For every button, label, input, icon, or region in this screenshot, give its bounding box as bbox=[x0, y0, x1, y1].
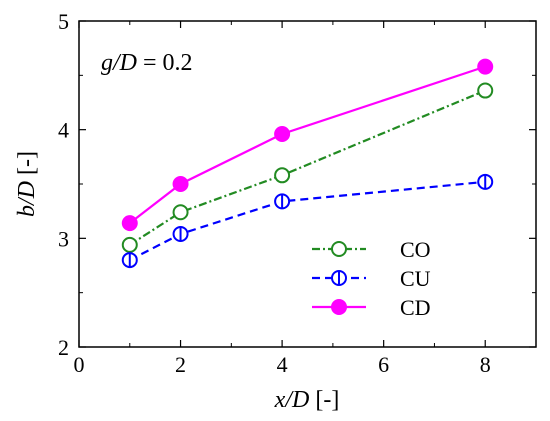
legend-item-co: CO bbox=[312, 237, 431, 262]
x-tick-label-8: 8 bbox=[480, 352, 491, 377]
legend-marker-co bbox=[331, 241, 347, 257]
series-cu-line bbox=[129, 180, 486, 262]
legend-label-cu: CU bbox=[400, 266, 431, 291]
y-axis-label-unit: [-] bbox=[14, 151, 40, 181]
series-cu-point-2 bbox=[274, 193, 291, 210]
y-axis-ticks: 2 3 4 5 bbox=[58, 9, 536, 360]
legend-item-cd: CD bbox=[312, 295, 431, 320]
x-tick-label-0: 0 bbox=[74, 352, 85, 377]
series-cd-point-1 bbox=[172, 176, 189, 192]
series-cd-point-0 bbox=[121, 215, 138, 232]
x-axis-ticks: 0 2 4 6 8 bbox=[74, 21, 491, 377]
series-co bbox=[121, 82, 494, 253]
y-tick-label-4: 4 bbox=[58, 118, 69, 143]
y-tick-label-3: 3 bbox=[58, 226, 69, 251]
g-over-d-annotation-value: = 0.2 bbox=[137, 50, 193, 76]
y-tick-label-5: 5 bbox=[58, 9, 69, 34]
series-cu-point-1 bbox=[172, 225, 189, 242]
series-cu bbox=[121, 173, 494, 269]
series-cu-point-0 bbox=[121, 252, 138, 269]
series-co-point-2 bbox=[274, 167, 291, 184]
x-tick-label-2: 2 bbox=[175, 352, 186, 377]
series-co-point-3 bbox=[477, 82, 494, 99]
series-co-point-0 bbox=[121, 236, 138, 253]
legend-label-cd: CD bbox=[400, 295, 431, 320]
g-over-d-annotation: g/D = 0.2 bbox=[101, 50, 193, 76]
x-axis-label: x/D [-] bbox=[274, 387, 340, 413]
x-axis-label-unit: [-] bbox=[309, 387, 339, 413]
y-axis-label: b/D [-] bbox=[14, 151, 40, 217]
series-cd-line bbox=[129, 65, 486, 224]
x-axis-label-italic: x/D bbox=[274, 387, 310, 413]
series-co-point-1 bbox=[172, 204, 189, 221]
series-cd bbox=[121, 58, 494, 232]
legend: CO CU CD bbox=[312, 237, 431, 320]
series-cd-point-2 bbox=[274, 126, 291, 143]
x-tick-label-4: 4 bbox=[277, 352, 288, 377]
y-axis-label-italic: b/D bbox=[14, 181, 40, 217]
series-layer bbox=[121, 58, 494, 269]
g-over-d-annotation-italic: g/D bbox=[101, 50, 137, 76]
series-cd-point-3 bbox=[477, 58, 494, 75]
series-co-line bbox=[129, 89, 486, 246]
legend-marker-cu bbox=[331, 270, 347, 286]
legend-item-cu: CU bbox=[312, 266, 431, 291]
legend-marker-cd bbox=[331, 299, 347, 315]
x-tick-label-6: 6 bbox=[378, 352, 389, 377]
series-cu-point-3 bbox=[477, 173, 494, 190]
legend-label-co: CO bbox=[400, 237, 431, 262]
y-tick-label-2: 2 bbox=[58, 335, 69, 360]
